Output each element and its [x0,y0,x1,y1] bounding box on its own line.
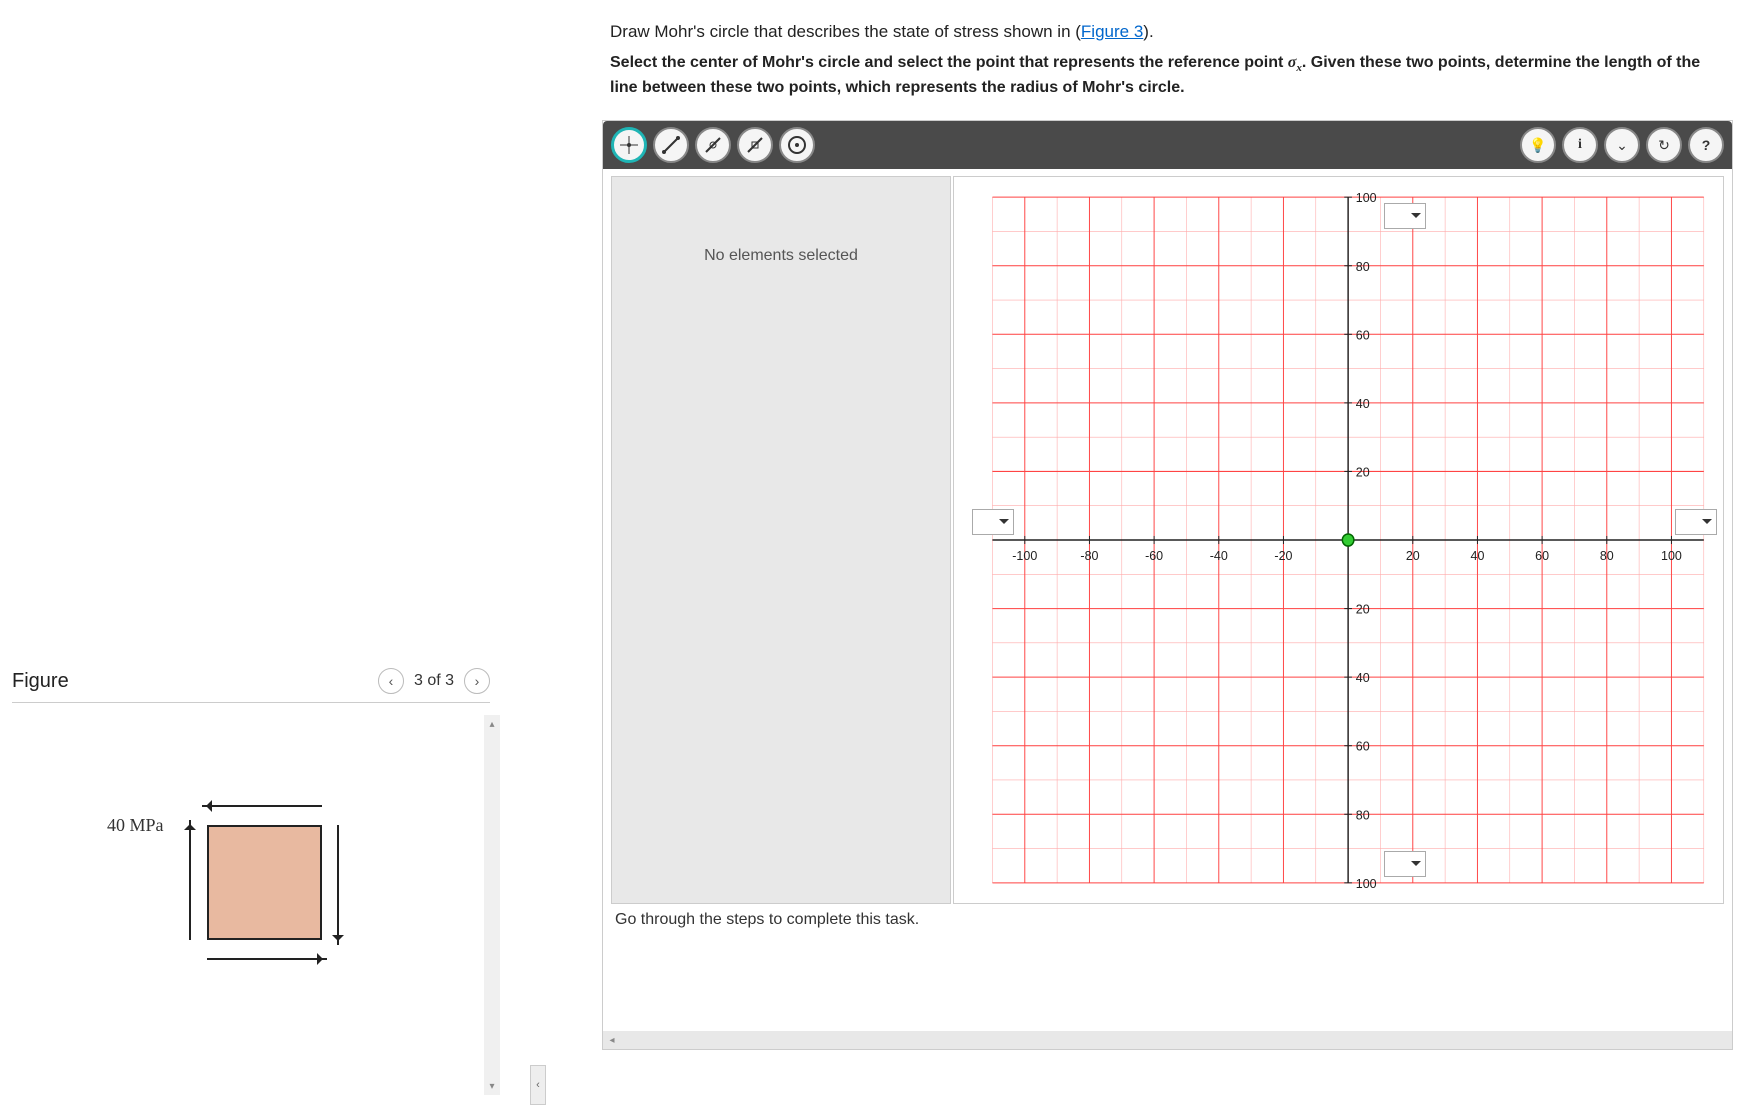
svg-text:100: 100 [1356,876,1377,891]
figure-scrollbar[interactable]: ▴ ▾ [484,715,500,1095]
figure-header: Figure ‹ 3 of 3 › [12,668,490,703]
y-axis-bottom-dropdown[interactable] [1384,851,1426,877]
dropdown-icon [1411,213,1421,223]
canvas-area: No elements selected -100 -80 -60 -40 -20 20 4… [611,176,1724,904]
figure-body: 40 MPa [12,715,502,1095]
svg-text:20: 20 [1356,601,1370,616]
svg-text:80: 80 [1356,807,1370,822]
info-icon: i [1578,137,1582,153]
circle-icon [786,134,808,156]
scroll-down-icon[interactable]: ▾ [484,1077,500,1095]
selection-panel: No elements selected [611,176,951,904]
segment-ref-tool[interactable] [737,127,773,163]
chevron-down-icon: ⌄ [1616,137,1628,154]
svg-text:-20: -20 [1274,548,1292,563]
figure-nav: ‹ 3 of 3 › [378,668,490,694]
figure-prev-button[interactable]: ‹ [378,668,404,694]
figure-pager: 3 of 3 [414,672,454,690]
info-button[interactable]: i [1562,127,1598,163]
svg-text:60: 60 [1535,548,1549,563]
circle-tool[interactable] [779,127,815,163]
svg-text:-100: -100 [1012,548,1037,563]
segment-origin-tool[interactable] [695,127,731,163]
svg-text:-40: -40 [1210,548,1228,563]
segment-o-icon [702,134,724,156]
drawing-toolbar: 💡 i ⌄ ↻ ? [603,121,1732,169]
svg-text:-60: -60 [1145,548,1163,563]
reset-button[interactable]: ↻ [1646,127,1682,163]
expand-button[interactable]: ⌄ [1604,127,1640,163]
refresh-icon: ↻ [1658,137,1670,154]
y-axis-top-dropdown[interactable] [1384,203,1426,229]
stress-element-diagram: 40 MPa [147,825,367,940]
horizontal-scrollbar[interactable]: ◂ [603,1031,1732,1049]
segment-icon [660,134,682,156]
stress-square [207,825,322,940]
svg-text:20: 20 [1406,548,1420,563]
mohr-grid[interactable]: -100 -80 -60 -40 -20 20 40 60 80 100 100 80 60 40 20 20… [954,177,1723,903]
instructions: Draw Mohr's circle that describes the st… [530,0,1753,109]
help-icon: ? [1702,137,1711,153]
graph-area[interactable]: -100 -80 -60 -40 -20 20 40 60 80 100 100 80 60 40 20 20… [953,176,1724,904]
x-axis-right-dropdown[interactable] [1675,509,1717,535]
segment-tool[interactable] [653,127,689,163]
svg-text:80: 80 [1600,548,1614,563]
point-tool[interactable] [611,127,647,163]
stress-value-label: 40 MPa [107,815,164,836]
footer-message: Go through the steps to complete this ta… [615,911,919,929]
bulb-icon: 💡 [1529,137,1546,154]
segment-r-icon [744,134,766,156]
svg-text:40: 40 [1356,670,1370,685]
svg-text:40: 40 [1356,396,1370,411]
figure-title: Figure [12,670,69,693]
svg-text:100: 100 [1356,190,1377,205]
right-panel: Draw Mohr's circle that describes the st… [530,0,1753,1113]
svg-text:40: 40 [1470,548,1484,563]
work-area: 💡 i ⌄ ↻ ? No elements selected -100 -80 -6… [602,120,1733,1050]
instr-text-a: Draw Mohr's circle that describes the st… [610,22,1081,41]
hint-button[interactable]: 💡 [1520,127,1556,163]
svg-text:60: 60 [1356,738,1370,753]
crosshair-icon [618,134,640,156]
shear-arrow-left [189,820,191,940]
svg-text:80: 80 [1356,258,1370,273]
svg-text:60: 60 [1356,327,1370,342]
scroll-up-icon[interactable]: ▴ [484,715,500,733]
left-panel: Figure ‹ 3 of 3 › 40 MPa ▴ ▾ [0,0,510,1113]
instruction-line-2: Select the center of Mohr's circle and s… [610,52,1713,99]
dropdown-icon [1411,861,1421,871]
svg-text:100: 100 [1661,548,1682,563]
help-button[interactable]: ? [1688,127,1724,163]
dropdown-icon [1702,519,1712,529]
shear-arrow-bottom [207,958,327,960]
instruction-line-1: Draw Mohr's circle that describes the st… [610,22,1713,42]
figure-next-button[interactable]: › [464,668,490,694]
svg-text:20: 20 [1356,464,1370,479]
shear-arrow-right [337,825,339,945]
x-axis-left-dropdown[interactable] [972,509,1014,535]
shear-arrow-top [202,805,322,807]
figure-link[interactable]: Figure 3 [1081,22,1143,41]
svg-text:-80: -80 [1080,548,1098,563]
scroll-left-icon[interactable]: ◂ [603,1031,621,1049]
dropdown-icon [999,519,1009,529]
selection-status: No elements selected [704,247,858,265]
instr-text-b: ). [1143,22,1153,41]
